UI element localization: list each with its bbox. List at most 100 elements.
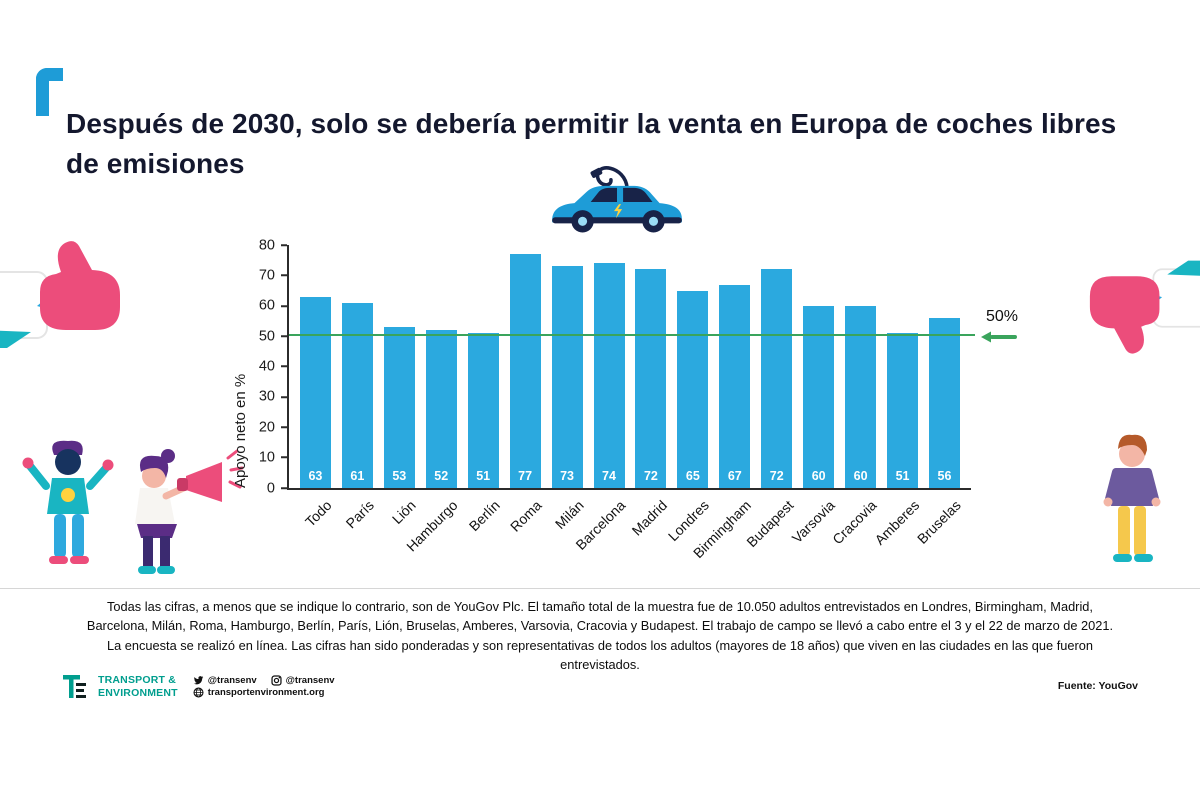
bar: 60 [803, 305, 835, 488]
y-tick-label: 70 [258, 267, 275, 284]
x-axis-label: Milán [551, 497, 587, 532]
people-megaphone-svg [22, 440, 244, 574]
x-axis-label: Roma [506, 497, 545, 535]
bar-cell: 72 Madrid [629, 245, 670, 539]
bar-value-label: 77 [518, 469, 533, 483]
brand-line-1: TRANSPORT & [98, 674, 177, 686]
footer-brand-block: TRANSPORT & ENVIRONMENT @transenv @trans… [62, 674, 335, 699]
bar-cell: 53 Lión [383, 245, 419, 527]
bar-cell: 51 Amberes [871, 245, 922, 548]
y-tick-label: 60 [258, 297, 275, 314]
bar-cell: 77 Roma [507, 245, 544, 535]
bar: 63 [299, 296, 331, 488]
contact-row-web: transportenvironment.org [193, 687, 335, 698]
y-tick-label: 20 [258, 419, 275, 435]
page-title: Después de 2030, solo se debería permiti… [66, 108, 1117, 179]
bar-value-label: 52 [434, 469, 449, 483]
standing-person-svg [1103, 434, 1161, 562]
bar-value-label: 73 [560, 469, 575, 483]
bar: 74 [593, 263, 625, 488]
bar-value-label: 51 [895, 469, 910, 483]
standing-person-illustration [1090, 430, 1174, 584]
bar-value-label: 61 [350, 469, 365, 483]
bar: 73 [551, 266, 583, 488]
bar-value-label: 65 [685, 469, 700, 483]
x-axis-label: Cracovia [829, 497, 880, 548]
bar-cell: 72 Budapest [743, 245, 796, 550]
thumbs-down-icon [1055, 258, 1200, 358]
bar-value-label: 72 [643, 469, 658, 483]
bar: 61 [341, 302, 373, 488]
contact-row-social: @transenv @transenv [193, 675, 335, 686]
x-axis-label: Bruselas [913, 497, 964, 547]
bar-cell: 73 Milán [551, 245, 586, 532]
bar-cell: 67 Birmingham [690, 245, 754, 561]
bar: 67 [719, 284, 751, 488]
reference-line [289, 333, 975, 337]
bar: 72 [635, 269, 667, 488]
corner-accent [36, 68, 63, 116]
bar-cell: 56 Bruselas [914, 245, 964, 547]
reference-annotation: 50% [981, 308, 1018, 343]
bar-value-label: 60 [811, 469, 826, 483]
footer-divider [0, 588, 1200, 589]
bar-cell: 52 Hamburgo [403, 245, 461, 555]
people-megaphone-illustration [16, 424, 254, 586]
plot-area: Apoyo neto en % 0 10 20 30 40 50 60 70 80 63 Todo… [232, 238, 1018, 561]
bar-value-label: 72 [769, 469, 784, 483]
bar-cell: 65 Londres [665, 245, 712, 544]
bar-cell: 60 Varsovia [789, 245, 838, 546]
bar-cell: 51 Berlín [465, 245, 503, 534]
y-tick-label: 50 [258, 327, 275, 344]
second-handle: @transenv [285, 675, 335, 687]
brand-name: TRANSPORT & ENVIRONMENT [98, 674, 178, 699]
left-arrow-icon [981, 331, 1017, 343]
footnote-text: Todas las cifras, a menos que se indique… [86, 599, 1114, 673]
y-tick-label: 0 [266, 479, 275, 496]
bar-value-label: 67 [727, 469, 742, 483]
y-tick-label: 80 [258, 236, 275, 253]
thumbs-up-svg [0, 241, 120, 348]
y-axis-title: Apoyo neto en % [232, 373, 249, 488]
bar-value-label: 56 [937, 469, 952, 483]
globe-icon [193, 687, 204, 698]
bar-cell: 60 Cracovia [830, 245, 880, 547]
twitter-icon [193, 676, 204, 685]
y-tick-label: 10 [258, 449, 275, 466]
bar: 60 [845, 305, 877, 488]
bar-value-label: 53 [392, 469, 407, 483]
electric-car-svg [552, 166, 682, 233]
instagram-icon [271, 675, 282, 686]
bar: 52 [425, 330, 457, 488]
twitter-handle: @transenv [207, 675, 257, 687]
bar-cell: 61 París [341, 245, 377, 531]
x-axis-label: Berlín [465, 497, 503, 535]
transport-environment-logo [63, 675, 86, 699]
bar: 51 [467, 333, 499, 488]
bar-value-label: 60 [853, 469, 868, 483]
x-axis-label: Amberes [870, 497, 922, 548]
bar: 53 [383, 327, 415, 488]
source-credit: Fuente: YouGov [1057, 680, 1138, 692]
reference-line-label: 50% [986, 308, 1019, 326]
bar: 51 [887, 333, 919, 488]
bar: 77 [509, 254, 541, 488]
x-axis-label: París [342, 497, 377, 532]
x-axis-label: Todo [301, 497, 335, 530]
thumbs-up-icon [0, 236, 152, 351]
bar: 56 [929, 317, 960, 488]
y-tick-label: 30 [258, 388, 275, 405]
y-axis-ticks: 0 10 20 30 40 50 60 70 80 [259, 238, 971, 495]
x-axis-label: Lión [388, 497, 419, 528]
bar: 72 [761, 269, 793, 488]
bar-cell: 74 Barcelona [572, 245, 628, 553]
x-axis-label: Varsovia [788, 497, 839, 547]
bar-value-label: 63 [308, 469, 323, 483]
website-url: transportenvironment.org [207, 687, 325, 699]
bar: 65 [677, 290, 709, 488]
y-tick-label: 40 [258, 358, 275, 375]
thumbs-down-svg [1089, 260, 1200, 354]
bar-chart: Apoyo neto en % 0 10 20 30 40 50 60 70 80 63 Todo… [231, 237, 1021, 567]
electric-car-icon [540, 156, 692, 240]
